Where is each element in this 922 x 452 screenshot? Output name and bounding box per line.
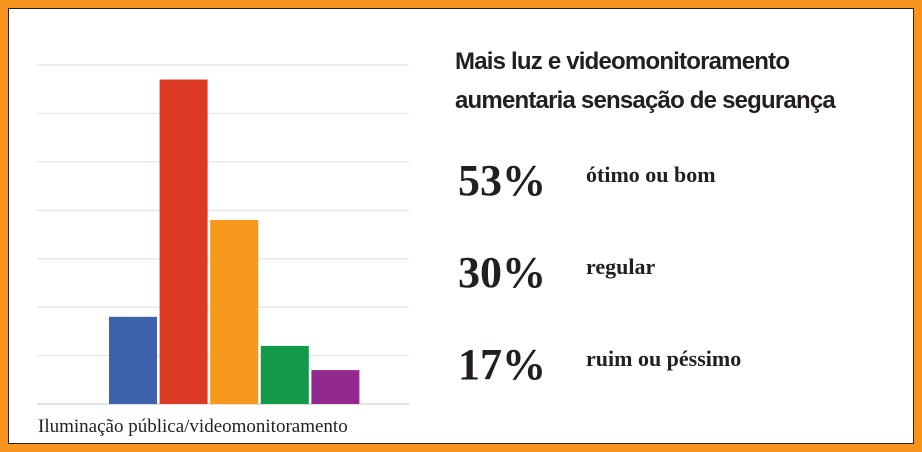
stat-label: ótimo ou bom — [586, 162, 716, 187]
frame — [8, 8, 914, 444]
stat-value: 53% — [458, 156, 546, 205]
panel-title: Mais luz e videomonitoramento aumentaria… — [455, 48, 836, 114]
stat-value: 17% — [458, 340, 546, 389]
stat-label: regular — [586, 254, 655, 279]
x-axis-label: Iluminação pública/videomonitoramento — [38, 416, 348, 437]
bar — [210, 219, 259, 404]
stat-value: 30% — [458, 248, 546, 297]
bar — [109, 316, 157, 404]
bar — [260, 345, 309, 404]
stat-label: ruim ou péssimo — [586, 346, 741, 371]
bar — [159, 79, 208, 405]
bar — [311, 370, 360, 404]
